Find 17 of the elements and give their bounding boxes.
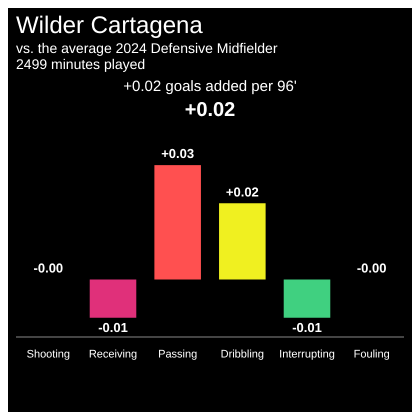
data-label: -0.00 [356, 260, 386, 276]
chart-title: Wilder Cartagena [16, 12, 204, 40]
data-label: +0.03 [161, 146, 194, 162]
x-tick-label: Interrupting [279, 348, 335, 360]
x-tick-label: Shooting [26, 348, 70, 360]
x-tick-label: Dribbling [220, 348, 264, 360]
text: +0.02 [184, 99, 236, 122]
text: 2499 minutes played [16, 56, 146, 72]
text: +0.02 goals added per 96' [122, 78, 298, 95]
data-label: +0.02 [226, 184, 259, 200]
data-label: -0.00 [34, 260, 64, 276]
x-tick-label: Receiving [88, 348, 138, 360]
chart-subtitle: vs. the average 2024 Defensive Midfielder [16, 40, 278, 56]
data-label: -0.01 [98, 320, 128, 335]
data-label: -0.01 [292, 320, 322, 335]
x-tick-label: Fouling [354, 348, 390, 360]
x-tick-label: Passing [158, 348, 198, 360]
